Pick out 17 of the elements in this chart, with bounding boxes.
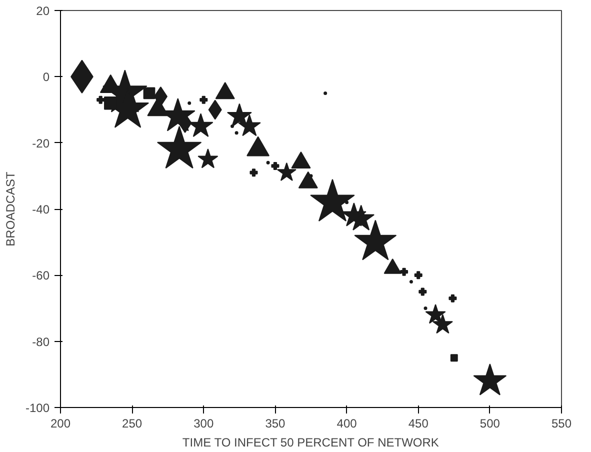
x-tick-label: 350	[265, 416, 286, 430]
x-tick-label: 550	[551, 416, 572, 430]
x-axis-title: TIME TO INFECT 50 PERCENT OF NETWORK	[182, 436, 439, 450]
x-tick-label: 200	[50, 416, 71, 430]
y-tick-label: -20	[32, 136, 50, 150]
y-tick-label: -100	[25, 401, 50, 415]
x-tick-label: 300	[194, 416, 214, 430]
y-tick-label: -60	[32, 268, 50, 283]
y-axis-title: BROADCAST	[3, 170, 18, 246]
x-tick-label: 400	[336, 416, 358, 430]
y-tick-label: -80	[32, 334, 50, 349]
x-tick-label: 250	[122, 416, 142, 430]
x-tick-label: 450	[408, 416, 429, 430]
y-tick-label: -40	[32, 202, 50, 216]
y-tick-label: 0	[42, 70, 50, 84]
x-tick-label: 500	[480, 416, 500, 430]
y-tick-label: 20	[36, 4, 50, 18]
